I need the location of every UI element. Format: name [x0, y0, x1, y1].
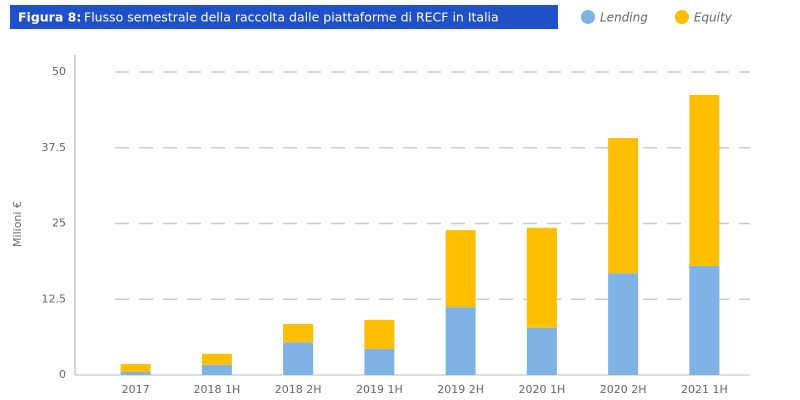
- legend-label: Lending: [600, 11, 648, 25]
- bar-segment: [283, 342, 314, 375]
- y-tick-label: 37.5: [42, 141, 67, 154]
- bar-segment: [120, 364, 151, 372]
- bar-segment: [445, 230, 476, 308]
- bar-segment: [201, 364, 232, 375]
- bar-segment: [608, 273, 639, 375]
- y-tick-label: 50: [52, 65, 66, 78]
- bar-segment: [364, 348, 395, 375]
- bar-segment: [689, 265, 720, 375]
- legend-label: Equity: [694, 11, 733, 25]
- y-tick-label: 25: [52, 217, 66, 230]
- legend-swatch: [674, 10, 689, 24]
- bar-segment: [689, 95, 720, 266]
- bar-segment: [445, 307, 476, 375]
- x-tick-label: 2019 2H: [437, 383, 484, 396]
- y-axis-label: Milioni €: [11, 201, 24, 247]
- bar-segment: [364, 319, 395, 349]
- bar-segment: [608, 138, 639, 274]
- y-tick-label: 0: [59, 368, 66, 381]
- title-banner: [10, 5, 558, 29]
- y-tick-label: 12.5: [42, 292, 67, 305]
- x-tick-label: 2021 1H: [681, 383, 728, 396]
- bar-segment: [120, 371, 151, 375]
- bar-segment: [526, 327, 557, 375]
- bar-segment: [283, 324, 314, 343]
- x-tick-label: 2017: [122, 383, 150, 396]
- title-prefix: Figura 8:: [18, 10, 81, 25]
- x-tick-label: 2018 1H: [193, 383, 240, 396]
- bar-segment: [201, 353, 232, 365]
- chart-title: Flusso semestrale della raccolta dalle p…: [84, 10, 499, 25]
- x-tick-label: 2020 2H: [600, 383, 647, 396]
- legend-swatch: [581, 10, 595, 24]
- bar-segment: [526, 227, 557, 328]
- x-tick-label: 2019 1H: [356, 383, 403, 396]
- x-tick-label: 2018 2H: [275, 383, 322, 396]
- x-tick-label: 2020 1H: [518, 383, 565, 396]
